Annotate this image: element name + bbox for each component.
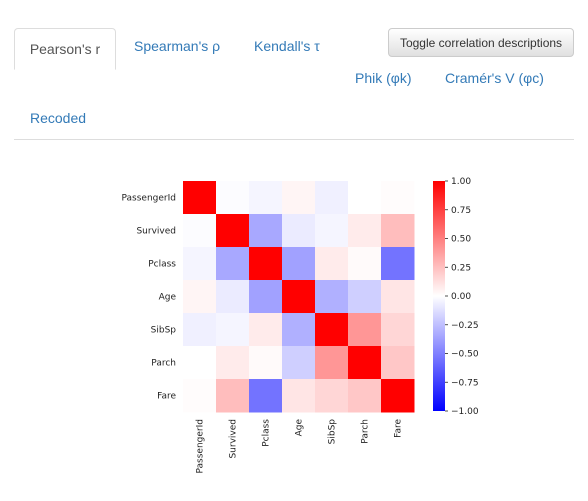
heatmap-cell-passengerid-fare — [381, 181, 415, 215]
heatmap-cell-age-survived — [216, 280, 250, 314]
heatmap-cell-pclass-passengerid — [183, 247, 217, 281]
heatmap-cell-age-fare — [381, 280, 415, 314]
heatmap-cell-parch-sibsp — [315, 346, 349, 380]
colorbar-tick-label: −0.75 — [451, 378, 479, 388]
heatmap-cell-age-parch — [348, 280, 382, 314]
heatmap-cell-pclass-pclass — [249, 247, 283, 281]
heatmap-cell-fare-age — [282, 379, 316, 413]
heatmap-cell-parch-passengerid — [183, 346, 217, 380]
heatmap-cell-parch-fare — [381, 346, 415, 380]
column-label-survived: Survived — [229, 419, 239, 459]
heatmap-cell-fare-sibsp — [315, 379, 349, 413]
heatmap-cell-survived-fare — [381, 214, 415, 248]
heatmap-cell-pclass-fare — [381, 247, 415, 281]
row-label-passengerid: PassengerId — [122, 194, 176, 204]
row-label-fare: Fare — [157, 392, 176, 402]
heatmap-cell-parch-survived — [216, 346, 250, 380]
tab-recoded[interactable]: Recoded — [30, 110, 87, 126]
heatmap-cell-passengerid-survived — [216, 181, 250, 215]
heatmap-cell-sibsp-pclass — [249, 313, 283, 347]
column-label-age: Age — [295, 419, 305, 437]
heatmap-cell-sibsp-parch — [348, 313, 382, 347]
toggle-descriptions-button[interactable]: Toggle correlation descriptions — [388, 28, 574, 57]
heatmap-cell-passengerid-passengerid — [183, 181, 217, 215]
tab-pearson[interactable]: Pearson's r — [14, 28, 116, 70]
colorbar-tick-label: 1.00 — [451, 177, 471, 187]
heatmap-cell-parch-age — [282, 346, 316, 380]
colorbar — [433, 181, 445, 411]
column-label-sibsp: SibSp — [328, 419, 338, 445]
column-label-passengerid: PassengerId — [196, 419, 206, 473]
heatmap-cell-sibsp-passengerid — [183, 313, 217, 347]
heatmap-cell-pclass-age — [282, 247, 316, 281]
tab-spearman[interactable]: Spearman's ρ — [134, 38, 221, 54]
heatmap-cell-sibsp-sibsp — [315, 313, 349, 347]
heatmap-cell-fare-passengerid — [183, 379, 217, 413]
heatmap-cell-pclass-sibsp — [315, 247, 349, 281]
tab-divider — [14, 139, 574, 140]
heatmap-cell-passengerid-sibsp — [315, 181, 349, 215]
heatmap-cell-pclass-survived — [216, 247, 250, 281]
heatmap-cell-fare-survived — [216, 379, 250, 413]
row-label-survived: Survived — [136, 227, 176, 237]
heatmap-cell-parch-pclass — [249, 346, 283, 380]
colorbar-tick-label: 0.00 — [451, 292, 471, 302]
heatmap-cell-age-sibsp — [315, 280, 349, 314]
tab-cramers-v[interactable]: Cramér's V (φc) — [445, 70, 544, 86]
heatmap-cell-survived-passengerid — [183, 214, 217, 248]
row-label-pclass: Pclass — [148, 260, 176, 270]
heatmap-cell-fare-fare — [381, 379, 415, 413]
row-label-parch: Parch — [151, 359, 176, 369]
heatmap-cell-age-pclass — [249, 280, 283, 314]
colorbar-tick-label: 0.75 — [451, 206, 471, 216]
colorbar-tick-label: −1.00 — [451, 407, 479, 417]
heatmap-cell-passengerid-age — [282, 181, 316, 215]
heatmap-cell-pclass-parch — [348, 247, 382, 281]
tab-kendall[interactable]: Kendall's τ — [254, 38, 320, 54]
heatmap-cell-sibsp-age — [282, 313, 316, 347]
heatmap-cell-sibsp-survived — [216, 313, 250, 347]
row-label-age: Age — [159, 293, 177, 303]
colorbar-tick-label: 0.50 — [451, 235, 471, 245]
heatmap-cell-fare-pclass — [249, 379, 283, 413]
heatmap-cell-survived-pclass — [249, 214, 283, 248]
heatmap-cell-passengerid-pclass — [249, 181, 283, 215]
heatmap-cell-age-age — [282, 280, 316, 314]
heatmap-cell-survived-parch — [348, 214, 382, 248]
column-label-parch: Parch — [361, 419, 371, 444]
row-label-sibsp: SibSp — [151, 326, 177, 336]
heatmap-cell-survived-age — [282, 214, 316, 248]
heatmap-cell-age-passengerid — [183, 280, 217, 314]
heatmap-cell-passengerid-parch — [348, 181, 382, 215]
colorbar-tick-label: −0.25 — [451, 321, 479, 331]
tab-phik[interactable]: Phik (φk) — [355, 70, 412, 86]
heatmap-cell-parch-parch — [348, 346, 382, 380]
heatmap-cell-sibsp-fare — [381, 313, 415, 347]
heatmap-cell-survived-survived — [216, 214, 250, 248]
heatmap-cell-fare-parch — [348, 379, 382, 413]
colorbar-tick-label: 0.25 — [451, 263, 471, 273]
column-label-fare: Fare — [394, 419, 404, 438]
heatmap-cell-survived-sibsp — [315, 214, 349, 248]
colorbar-tick-label: −0.50 — [451, 350, 479, 360]
column-label-pclass: Pclass — [262, 419, 272, 447]
